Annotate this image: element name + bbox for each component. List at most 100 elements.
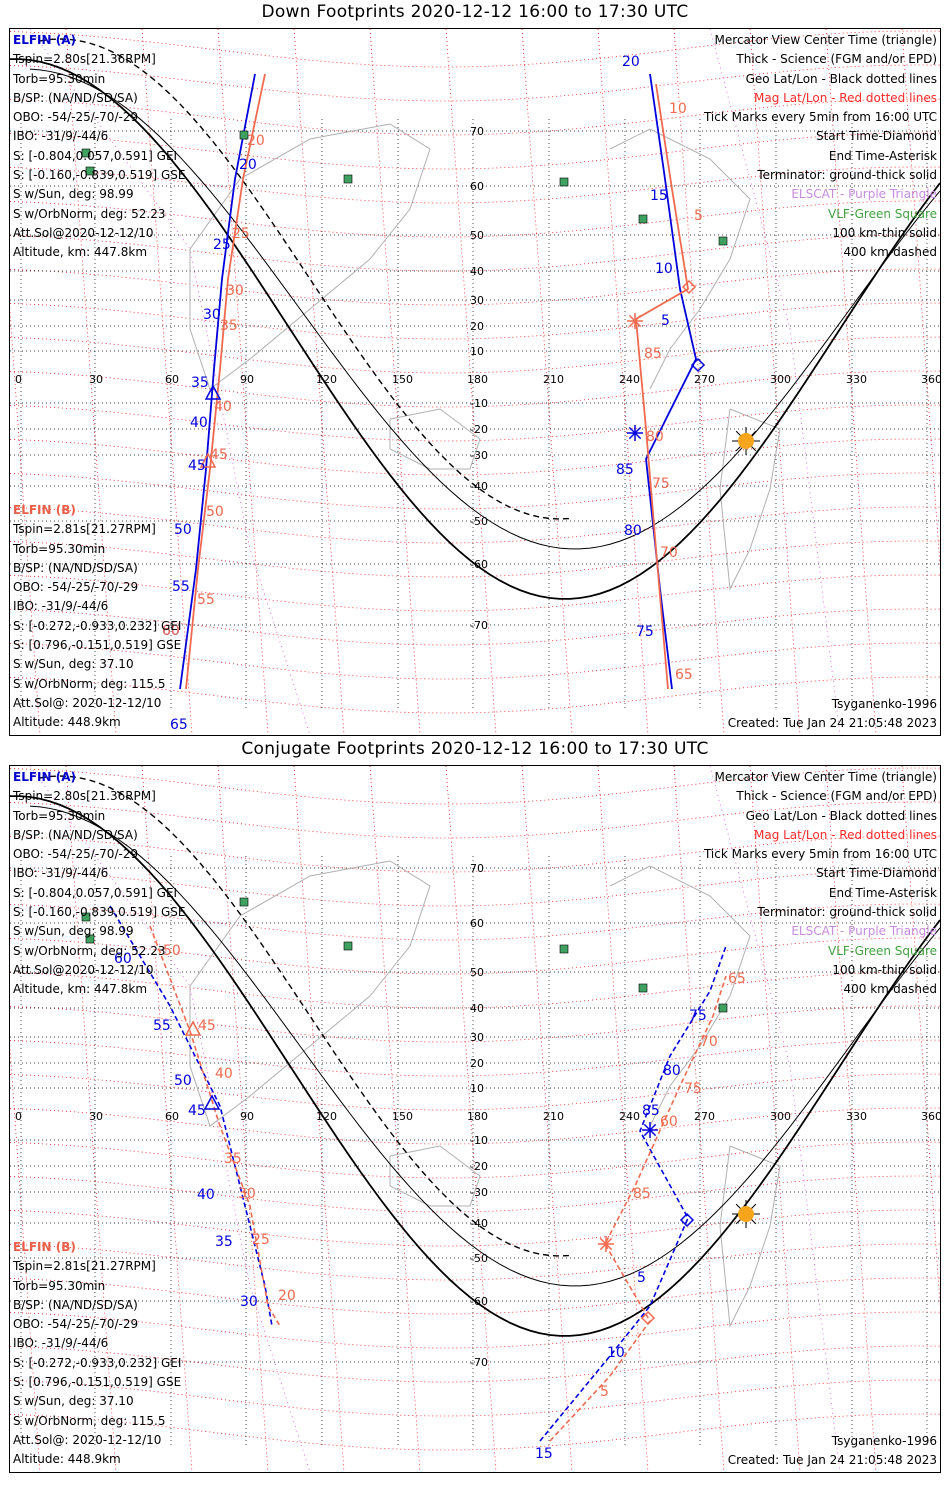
legend-item: End Time-Asterisk [828, 885, 937, 900]
track-time-label: 15 [650, 188, 668, 204]
lshell-line [29, 766, 311, 1472]
track-time-label: 85 [644, 346, 662, 362]
start-diamond-icon [640, 1310, 656, 1326]
end-time-asterisk-icon [599, 1237, 613, 1251]
track-time-label: 10 [655, 261, 673, 277]
coastline-north-america [609, 128, 751, 390]
track-time-label: 75 [689, 1008, 707, 1024]
vlf-station-icon [81, 912, 91, 922]
track-time-label: 85 [633, 1186, 651, 1202]
legend-item: 100 km-thin solid [832, 225, 937, 240]
track-time-label: 45 [188, 1103, 206, 1119]
coastline-australia [389, 1145, 481, 1207]
track-time-label: 20 [247, 133, 265, 149]
track-time-label: 5 [600, 1384, 609, 1400]
track-time-label: 15 [535, 1446, 553, 1462]
track-time-label: 80 [646, 429, 664, 445]
track-time-label: 65 [728, 971, 746, 987]
lon-tick-label: 180 [467, 1110, 488, 1123]
vlf-station-icon [85, 166, 95, 176]
elfin-a-header: ELFIN (A) [13, 33, 76, 47]
lon-tick-label: 330 [846, 373, 867, 386]
footer-right: Tsyganenko-1996 Created: Tue Jan 24 21:0… [728, 695, 937, 733]
elfin-b-line: Att.Sol@: 2020-12-12/10 [13, 695, 162, 710]
footprint-map: 0 30 60 90 120 150 180 210 240 270 300 330 360706050… [10, 29, 940, 735]
end-time-asterisk-icon [643, 1123, 657, 1137]
track-time-label: 60 [162, 623, 180, 639]
elfin-b-line: Altitude: 448.9km [13, 715, 121, 730]
lon-tick-label: 60 [165, 1110, 179, 1123]
lon-tick-label: 0 [15, 1110, 22, 1123]
elfin-b-track [549, 975, 727, 1442]
track-time-label: 75 [684, 1081, 702, 1097]
coastline-south-america [719, 1145, 781, 1328]
elfin-a-line: Att.Sol@2020-12-12/10 [13, 962, 154, 977]
lat-tick-label: 30 [470, 294, 484, 307]
track-time-label: 40 [197, 1187, 215, 1203]
elfin-b-line: IBO: -31/9/-44/6 [13, 1336, 109, 1351]
elfin-b-line: Att.Sol@: 2020-12-12/10 [13, 1432, 162, 1447]
track-time-label: 10 [669, 101, 687, 117]
lat-tick-label: 60 [470, 180, 484, 193]
elfin-b-line: Torb=95.30min [13, 541, 106, 556]
track-time-label: 55 [153, 1018, 171, 1034]
legend-item: VLF-Green Square [828, 943, 937, 958]
elfin-a-line: Tspin=2.80s[21.36RPM] [13, 52, 156, 67]
legend-item: Tick Marks every 5min from 16:00 UTC [703, 110, 937, 125]
legend-item: Thick - Science (FGM and/or EPD) [736, 789, 937, 804]
lat-tick-label: 30 [470, 1031, 484, 1044]
track-time-label: 35 [220, 318, 238, 334]
vlf-station-icon [81, 148, 91, 158]
track-time-label: 50 [163, 943, 181, 959]
start-diamond-icon [681, 279, 697, 295]
lat-tick-label: -40 [470, 480, 488, 493]
conjugate-footprints-panel: Conjugate Footprints 2020-12-12 16:00 to… [0, 737, 950, 1487]
elfin-b-header: ELFIN (B) [13, 1240, 76, 1254]
elfin-b-line: S: [0.796,-0.151,0.519] GSE [13, 1375, 182, 1390]
track-time-label: 25 [252, 1232, 270, 1248]
coastline-australia [389, 408, 481, 470]
track-time-label: 40 [214, 399, 232, 415]
lon-tick-label: 150 [392, 1110, 413, 1123]
track-time-label: 30 [226, 283, 244, 299]
lon-tick-label: 150 [392, 373, 413, 386]
lon-tick-label: 270 [694, 373, 715, 386]
elfin-b-line: OBO: -54/-25/-70/-29 [13, 1317, 139, 1332]
elfin-b-line: S: [-0.272,-0.933,0.232] GEI [13, 1355, 182, 1370]
terminator-100km [29, 68, 940, 550]
elfin-b-line: B/SP: (NA/ND/SD/SA) [13, 560, 138, 575]
track-time-label: 70 [700, 1034, 718, 1050]
elfin-a-line: Att.Sol@2020-12-12/10 [13, 225, 154, 240]
elfin-a-line: S: [-0.804,0.057,0.591] GEI [13, 885, 178, 900]
vlf-station-icon [559, 177, 569, 187]
track-time-label: 30 [203, 307, 221, 323]
track-time-label: 20 [239, 157, 257, 173]
created-label: Created: Tue Jan 24 21:05:48 2023 [727, 716, 937, 730]
map-frame: 0 30 60 90 120 150 180 210 240 270 300 330 360 70 60 50… [9, 28, 941, 736]
lat-tick-label: -30 [470, 1186, 488, 1199]
legend-item: ELSCAT - Purple Triangle [791, 924, 937, 939]
legend-item: Mag Lat/Lon - Red dotted lines [753, 827, 937, 842]
elfin-a-line: S: [-0.804,0.057,0.591] GEI [13, 148, 178, 163]
elfin-a-line: S: [-0.160,-0.839,0.519] GSE [13, 168, 186, 183]
elfin-b-track [149, 925, 281, 1327]
track-time-label: 45 [198, 1018, 216, 1034]
lat-tick-label: 20 [470, 320, 484, 333]
track-time-label: 30 [240, 1294, 258, 1310]
vlf-station-icon [718, 236, 728, 246]
lon-tick-label: 180 [467, 373, 488, 386]
elfin-b-line: Torb=95.30min [13, 1278, 106, 1293]
end-time-asterisk-icon [628, 314, 642, 328]
elfin-a-header: ELFIN (A) [13, 770, 76, 784]
coastline-eurasia [189, 123, 431, 390]
elfin-b-track [185, 73, 266, 690]
subsolar-sun-icon [738, 433, 754, 449]
elfin-a-line: Tspin=2.80s[21.36RPM] [13, 789, 156, 804]
elfin-b-line: S w/OrbNorm, deg: 115.5 [13, 676, 166, 691]
lat-tick-label: -50 [470, 1252, 488, 1265]
track-time-label: 20 [278, 1288, 296, 1304]
elfin-a-line: B/SP: (NA/ND/SD/SA) [13, 827, 138, 842]
lat-tick-label: -20 [470, 423, 488, 436]
elfin-b-info: ELFIN (B) Tspin=2.81s[21.27RPM] Torb=95.… [13, 501, 181, 733]
lon-tick-label: 0 [15, 373, 22, 386]
